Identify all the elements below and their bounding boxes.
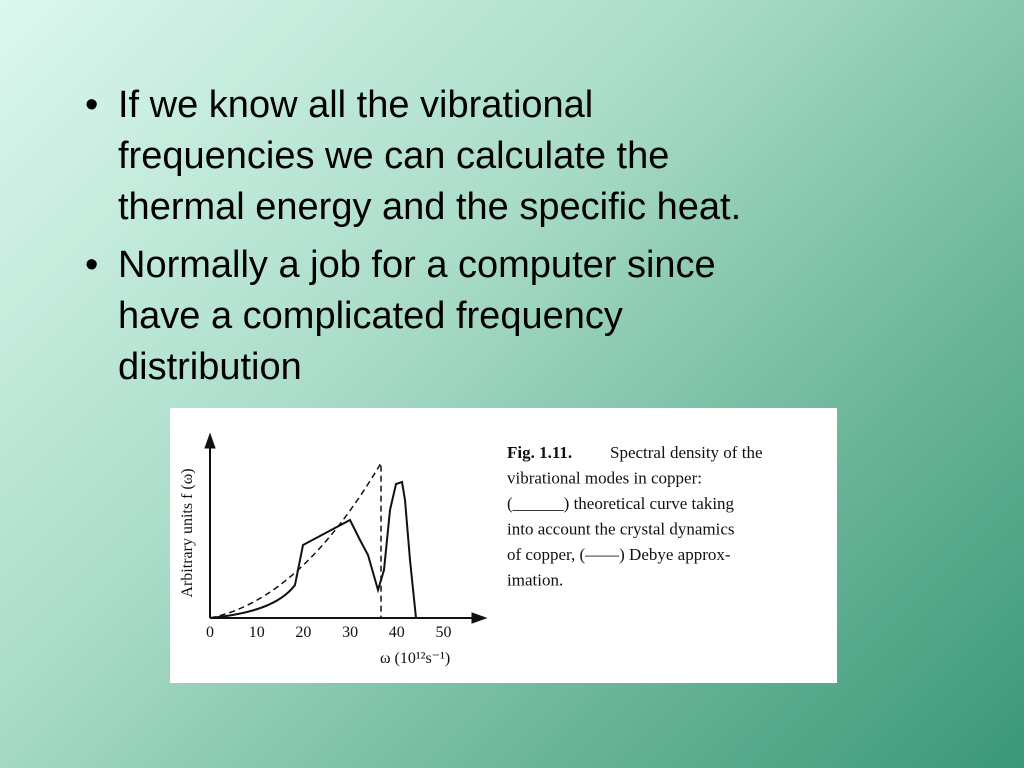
y-axis-label: Arbitrary units f (ω) bbox=[179, 468, 196, 597]
x-tick-label: 30 bbox=[342, 624, 358, 641]
figure: 0 10 20 30 40 50 Arbitrary units f (ω) ω (10¹… bbox=[170, 408, 837, 683]
bullet-text: distribution bbox=[118, 346, 302, 388]
caption-line: of copper, (––––) Debye approx- bbox=[507, 545, 731, 564]
bullet-text: thermal energy and the specific heat. bbox=[118, 186, 742, 228]
debye-curve bbox=[209, 460, 382, 619]
caption-line: Spectral density of the bbox=[610, 443, 763, 462]
caption-label: Fig. 1.11. bbox=[507, 443, 572, 462]
x-tick-label: 0 bbox=[206, 624, 214, 641]
bullet-marker: • bbox=[85, 84, 99, 126]
figure-image: 0 10 20 30 40 50 Arbitrary units f (ω) ω (10¹… bbox=[179, 432, 763, 667]
caption-line: (______) theoretical curve taking bbox=[507, 494, 735, 513]
theoretical-curve bbox=[209, 480, 417, 619]
caption-line: vibrational modes in copper: bbox=[507, 469, 702, 488]
bullet-text: have a complicated frequency bbox=[118, 295, 623, 337]
arrow bbox=[471, 612, 488, 624]
caption-line: imation. bbox=[507, 571, 563, 590]
arrow bbox=[204, 432, 216, 449]
x-tick-label: 50 bbox=[436, 624, 452, 641]
bullet-text: frequencies we can calculate the bbox=[118, 135, 670, 177]
x-axis-label: ω (10¹²s⁻¹) bbox=[380, 650, 450, 667]
bullet-marker: • bbox=[85, 244, 99, 286]
x-tick-label: 40 bbox=[389, 624, 405, 641]
bullet-text: If we know all the vibrational bbox=[118, 84, 594, 126]
bullet-text: Normally a job for a computer since bbox=[118, 244, 716, 286]
caption-line: into account the crystal dynamics bbox=[507, 520, 735, 539]
x-tick-label: 10 bbox=[249, 624, 265, 641]
x-tick-label: 20 bbox=[295, 624, 311, 641]
